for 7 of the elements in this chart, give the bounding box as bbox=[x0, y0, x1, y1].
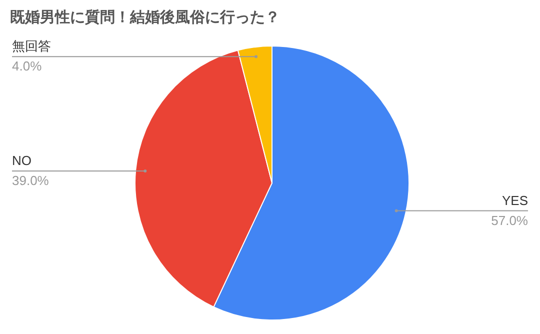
slice-label: 無回答 bbox=[12, 38, 51, 54]
data-label: 4.0% bbox=[12, 58, 42, 74]
slice-label: NO bbox=[12, 153, 32, 168]
title: 既婚男性に質問！結婚後風俗に行った？ bbox=[10, 9, 280, 26]
slice-label: YES bbox=[502, 192, 528, 208]
data-label: 39.0% bbox=[12, 173, 50, 188]
data-label: 57.0% bbox=[491, 212, 528, 228]
